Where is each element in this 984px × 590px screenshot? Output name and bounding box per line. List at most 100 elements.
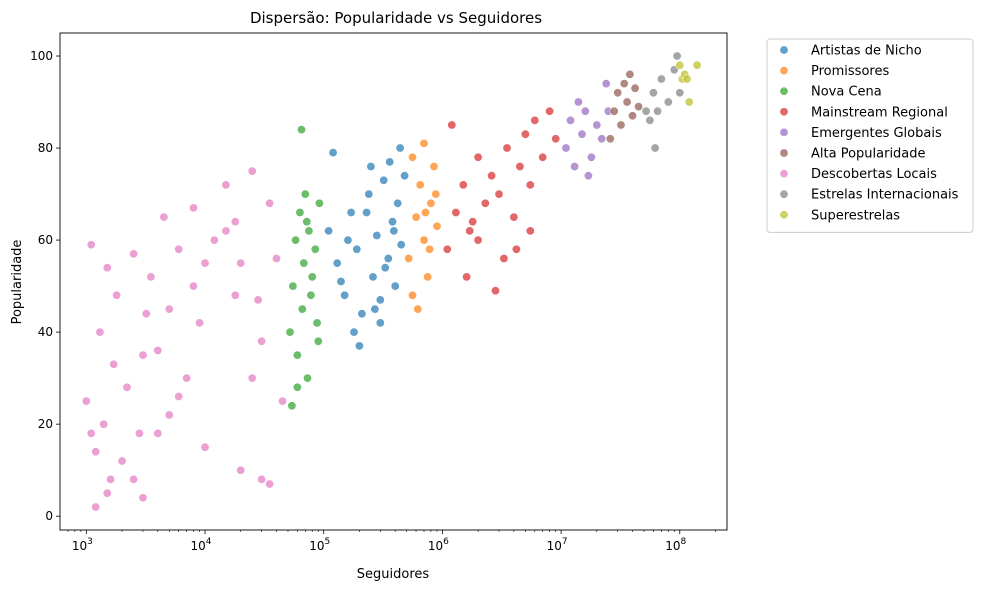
data-point xyxy=(287,401,297,411)
data-point xyxy=(346,208,356,218)
chart-title: Dispersão: Popularidade vs Seguidores xyxy=(250,9,542,27)
data-point xyxy=(465,226,475,236)
legend: Artistas de Nicho Promissores Nova Cena Mai… xyxy=(766,38,974,233)
data-point xyxy=(490,286,500,296)
data-point xyxy=(91,447,101,457)
data-point xyxy=(411,212,421,222)
data-point xyxy=(230,290,240,300)
data-point xyxy=(247,166,257,176)
data-point xyxy=(312,318,322,328)
data-point xyxy=(605,134,615,144)
data-point xyxy=(487,171,497,181)
data-point xyxy=(551,134,561,144)
legend-marker xyxy=(779,169,789,179)
x-tick-label: 103 xyxy=(72,537,93,553)
legend-label: Promissores xyxy=(811,64,889,79)
data-point xyxy=(95,327,105,337)
data-point xyxy=(609,106,619,116)
data-point xyxy=(354,341,364,351)
x-tick-label: 105 xyxy=(309,537,330,553)
data-point xyxy=(462,272,472,282)
data-point xyxy=(164,304,174,314)
data-point xyxy=(300,189,310,199)
data-point xyxy=(525,226,535,236)
series-4 xyxy=(561,79,613,181)
y-axis-label: Popularidade xyxy=(10,240,25,325)
data-point xyxy=(296,125,306,135)
data-point xyxy=(306,290,316,300)
legend-label: Alta Popularidade xyxy=(811,147,926,162)
data-point xyxy=(295,208,305,218)
data-point xyxy=(146,272,156,282)
data-point xyxy=(641,106,651,116)
data-point xyxy=(577,129,587,139)
y-tick-label: 100 xyxy=(30,49,53,63)
data-point xyxy=(468,217,478,227)
legend-marker xyxy=(779,189,789,199)
data-point xyxy=(625,69,635,79)
data-point xyxy=(682,74,692,84)
x-tick-label: 108 xyxy=(665,537,686,553)
data-point xyxy=(404,254,414,264)
data-point xyxy=(375,318,385,328)
data-point xyxy=(314,198,324,208)
data-point xyxy=(372,231,382,241)
data-point xyxy=(431,189,441,199)
y-tick-label: 40 xyxy=(38,325,53,339)
data-point xyxy=(122,382,132,392)
data-point xyxy=(129,474,139,484)
data-point xyxy=(362,208,372,218)
data-point xyxy=(423,272,433,282)
data-point xyxy=(619,79,629,89)
legend-marker xyxy=(779,86,789,96)
x-axis: 103 104 105 106 107 108 xyxy=(67,530,716,553)
data-point xyxy=(419,235,429,245)
data-point xyxy=(396,240,406,250)
data-point xyxy=(426,198,436,208)
data-point xyxy=(379,175,389,185)
data-point xyxy=(291,235,301,245)
data-point xyxy=(247,373,257,383)
data-point xyxy=(117,456,127,466)
data-point xyxy=(164,410,174,420)
data-point xyxy=(328,148,338,158)
legend-marker xyxy=(779,127,789,137)
series-1 xyxy=(404,138,442,314)
data-point xyxy=(385,157,395,167)
data-point xyxy=(313,336,323,346)
series-5 xyxy=(605,69,644,144)
data-point xyxy=(174,244,184,254)
data-point xyxy=(502,143,512,153)
data-point xyxy=(432,221,442,231)
data-point xyxy=(395,143,405,153)
data-point xyxy=(200,258,210,268)
data-point xyxy=(672,51,682,61)
data-point xyxy=(597,134,607,144)
data-point xyxy=(447,120,457,130)
data-point xyxy=(645,115,655,125)
data-point xyxy=(310,244,320,254)
y-tick-label: 80 xyxy=(38,141,53,155)
data-point xyxy=(189,281,199,291)
y-tick-label: 60 xyxy=(38,233,53,247)
series-2 xyxy=(285,125,324,411)
data-point xyxy=(277,396,287,406)
legend-box xyxy=(766,38,974,233)
legend-label: Mainstream Regional xyxy=(811,105,948,120)
data-point xyxy=(253,295,263,305)
data-point xyxy=(271,254,281,264)
data-point xyxy=(292,350,302,360)
legend-marker xyxy=(779,210,789,220)
data-point xyxy=(429,162,439,172)
data-point xyxy=(630,83,640,93)
data-point xyxy=(530,115,540,125)
data-point xyxy=(302,217,312,227)
data-point xyxy=(292,382,302,392)
data-point xyxy=(393,198,403,208)
data-point xyxy=(458,180,468,190)
legend-marker xyxy=(779,107,789,117)
data-point xyxy=(129,249,139,259)
data-point xyxy=(336,276,346,286)
data-point xyxy=(499,254,509,264)
